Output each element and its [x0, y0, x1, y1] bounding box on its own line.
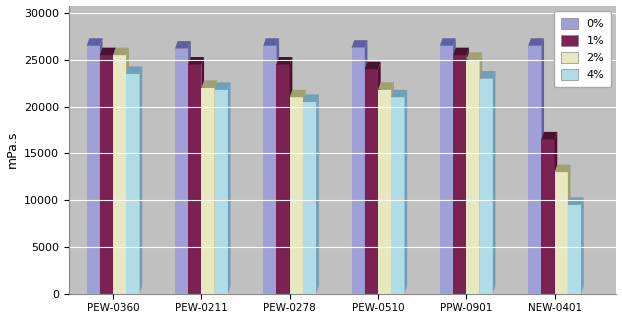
Y-axis label: mPa.s: mPa.s [6, 131, 19, 168]
Polygon shape [215, 90, 228, 294]
Polygon shape [440, 46, 453, 294]
Polygon shape [126, 48, 129, 294]
Polygon shape [316, 94, 319, 294]
Polygon shape [555, 165, 570, 172]
Polygon shape [86, 46, 100, 294]
Polygon shape [453, 48, 469, 55]
Polygon shape [113, 48, 129, 55]
Polygon shape [528, 38, 544, 46]
Polygon shape [391, 97, 404, 294]
Polygon shape [139, 66, 142, 294]
Polygon shape [175, 41, 191, 48]
Polygon shape [126, 74, 139, 294]
Polygon shape [480, 71, 496, 78]
Polygon shape [290, 97, 303, 294]
Polygon shape [303, 90, 305, 294]
Polygon shape [581, 197, 584, 294]
Polygon shape [466, 60, 480, 294]
Polygon shape [100, 55, 113, 294]
Polygon shape [404, 90, 407, 294]
Polygon shape [276, 64, 290, 294]
Polygon shape [453, 38, 456, 294]
Polygon shape [378, 90, 391, 294]
Polygon shape [541, 139, 555, 294]
Polygon shape [568, 165, 570, 294]
Polygon shape [391, 90, 407, 97]
Polygon shape [568, 205, 581, 294]
Polygon shape [126, 66, 142, 74]
Polygon shape [303, 102, 316, 294]
Polygon shape [480, 78, 493, 294]
Polygon shape [480, 52, 482, 294]
Polygon shape [188, 41, 191, 294]
Polygon shape [113, 48, 116, 294]
Polygon shape [440, 38, 456, 46]
Polygon shape [290, 57, 292, 294]
Polygon shape [493, 71, 496, 294]
Polygon shape [290, 90, 305, 97]
Polygon shape [391, 82, 394, 294]
Polygon shape [202, 80, 217, 88]
Polygon shape [351, 40, 368, 48]
Polygon shape [228, 82, 231, 294]
Polygon shape [378, 82, 394, 90]
Polygon shape [276, 38, 279, 294]
Polygon shape [113, 55, 126, 294]
Polygon shape [100, 38, 103, 294]
Polygon shape [364, 69, 378, 294]
Polygon shape [86, 38, 103, 46]
Polygon shape [568, 197, 584, 205]
Legend: 0%, 1%, 2%, 4%: 0%, 1%, 2%, 4% [554, 11, 611, 87]
Polygon shape [351, 48, 364, 294]
Polygon shape [528, 46, 541, 294]
Polygon shape [215, 80, 217, 294]
Polygon shape [541, 38, 544, 294]
Polygon shape [276, 57, 292, 64]
Polygon shape [466, 48, 469, 294]
Polygon shape [555, 132, 557, 294]
Polygon shape [263, 46, 276, 294]
Polygon shape [188, 64, 202, 294]
Polygon shape [555, 172, 568, 294]
Polygon shape [364, 40, 368, 294]
Polygon shape [202, 57, 204, 294]
Polygon shape [303, 94, 319, 102]
Polygon shape [263, 38, 279, 46]
Polygon shape [100, 48, 116, 55]
Polygon shape [453, 55, 466, 294]
Polygon shape [188, 57, 204, 64]
Polygon shape [215, 82, 231, 90]
Polygon shape [364, 62, 381, 69]
Polygon shape [378, 62, 381, 294]
Polygon shape [202, 88, 215, 294]
Polygon shape [466, 52, 482, 60]
Polygon shape [175, 48, 188, 294]
Polygon shape [541, 132, 557, 139]
